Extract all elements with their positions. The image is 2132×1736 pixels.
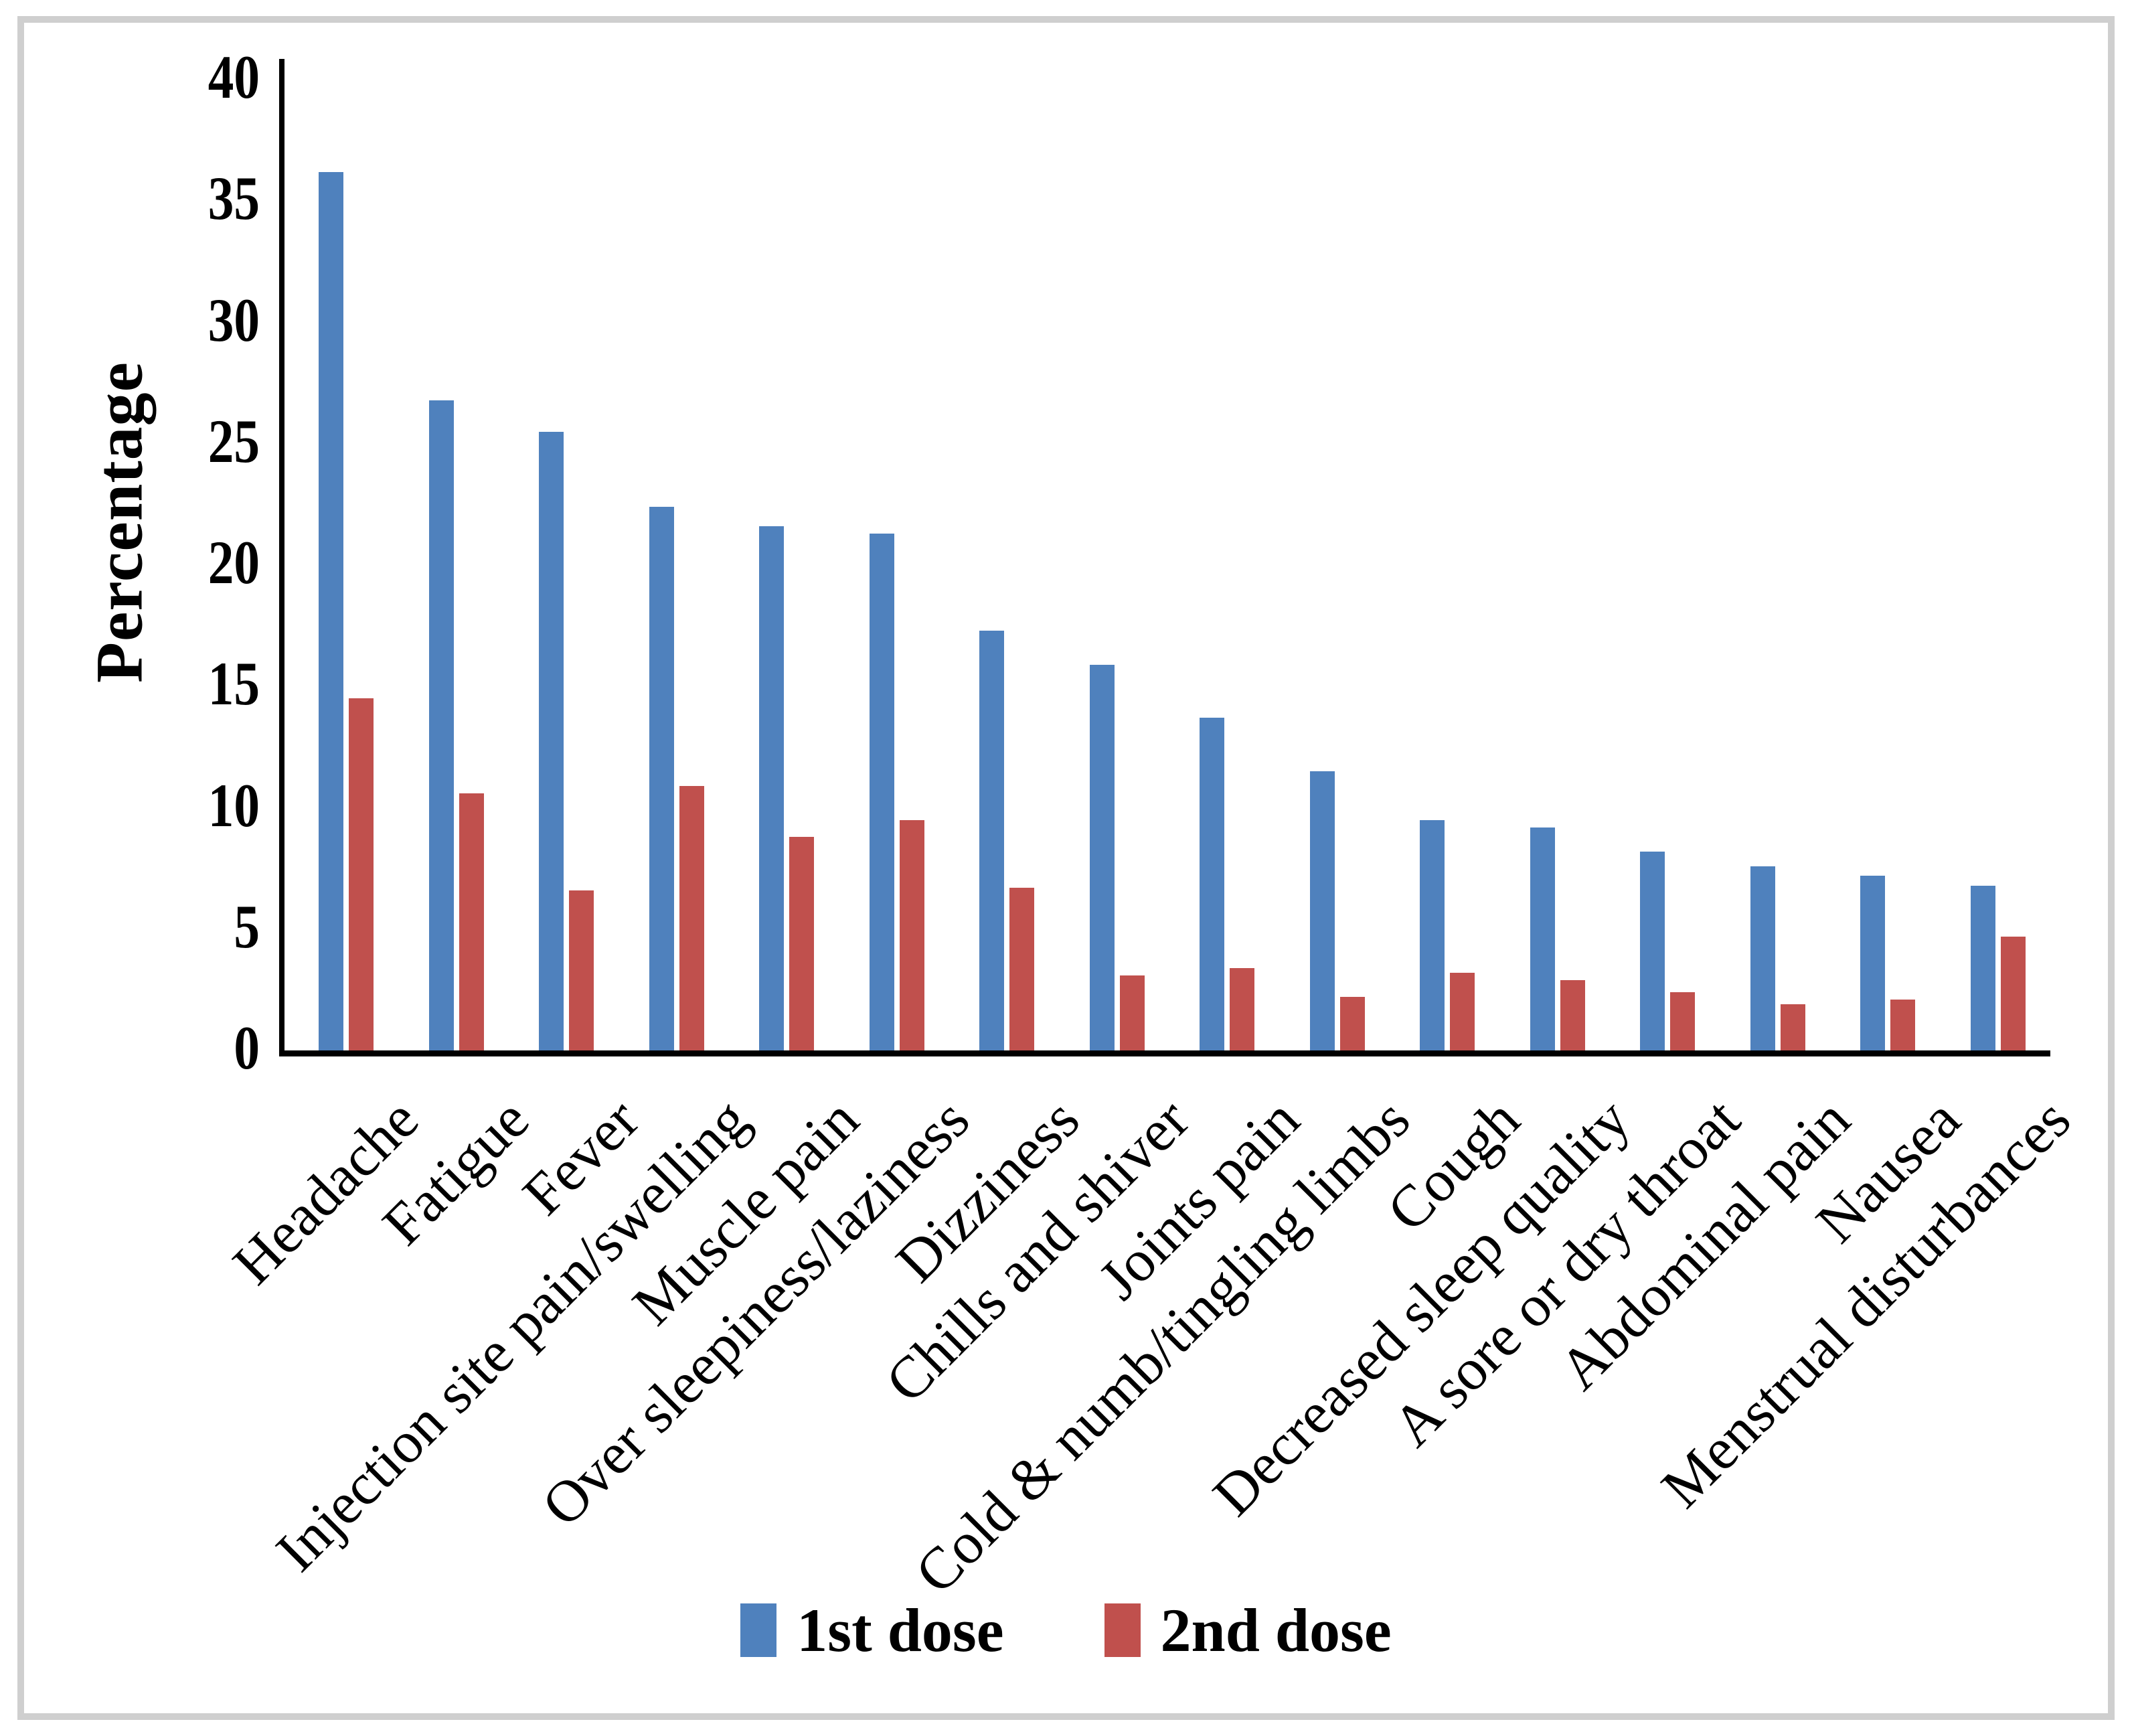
bar-1st-dose-dizziness [979,630,1004,1050]
bar-2nd-dose-headache [349,698,374,1050]
bar-2nd-dose-cold-numb-tingling-limbs [1339,997,1365,1050]
y-tick-label-20: 20 [208,528,260,597]
y-tick-label-10: 10 [208,771,260,840]
legend-item-1st-dose: 1st dose [740,1595,1004,1666]
legend-item-2nd-dose: 2nd dose [1104,1595,1392,1666]
bar-1st-dose-decreased-sleep-quality [1530,827,1555,1050]
bar-1st-dose-cold-numb-tingling-limbs [1309,771,1335,1050]
bar-2nd-dose-menstrual-disturbances [2000,936,2026,1050]
bar-1st-dose-joints-pain [1200,718,1224,1050]
y-tick-label-35: 35 [208,164,260,233]
bar-2nd-dose-chills-and-shiver [1119,975,1145,1050]
bar-1st-dose-menstrual-disturbances [1970,885,1995,1050]
bar-2nd-dose-decreased-sleep-quality [1560,979,1585,1050]
bar-1st-dose-muscle-pain [759,526,784,1050]
bar-2nd-dose-over-sleepiness-laziness [899,819,924,1050]
bar-1st-dose-abdominal-pain [1750,866,1775,1050]
y-tick-label-40: 40 [208,42,260,111]
legend-swatch-2nd-dose [1104,1603,1141,1657]
bar-2nd-dose-fatigue [459,793,484,1050]
bar-2nd-dose-fever [569,890,594,1050]
bar-1st-dose-chills-and-shiver [1089,664,1115,1050]
bar-2nd-dose-muscle-pain [789,837,814,1050]
bar-2nd-dose-injection-site-pain-swelling [679,785,704,1050]
bar-1st-dose-a-sore-or-dry-throat [1640,851,1665,1050]
bar-1st-dose-headache [319,171,343,1050]
bar-2nd-dose-nausea [1890,999,1915,1050]
bar-1st-dose-fever [539,431,564,1050]
bar-1st-dose-nausea [1860,876,1885,1050]
bar-1st-dose-injection-site-pain-swelling [649,507,674,1050]
legend-label-1st-dose: 1st dose [797,1596,1004,1664]
y-tick-label-15: 15 [208,649,260,718]
bar-1st-dose-over-sleepiness-laziness [869,533,894,1050]
legend-label-2nd-dose: 2nd dose [1160,1596,1392,1664]
bar-2nd-dose-joints-pain [1230,967,1254,1050]
x-axis-line [279,1050,2050,1056]
bar-1st-dose-cough [1420,819,1445,1050]
bar-2nd-dose-cough [1450,973,1475,1050]
y-tick-label-0: 0 [234,1013,260,1082]
legend: 1st dose 2nd dose [0,1595,2132,1666]
y-tick-label-30: 30 [208,285,260,354]
bar-2nd-dose-a-sore-or-dry-throat [1670,992,1695,1050]
y-tick-label-5: 5 [234,892,260,961]
y-tick-label-25: 25 [208,406,260,475]
bar-2nd-dose-abdominal-pain [1780,1004,1805,1050]
y-axis-line [279,59,284,1056]
bar-2nd-dose-dizziness [1009,888,1034,1050]
legend-swatch-1st-dose [740,1603,777,1657]
bar-1st-dose-fatigue [428,400,454,1050]
